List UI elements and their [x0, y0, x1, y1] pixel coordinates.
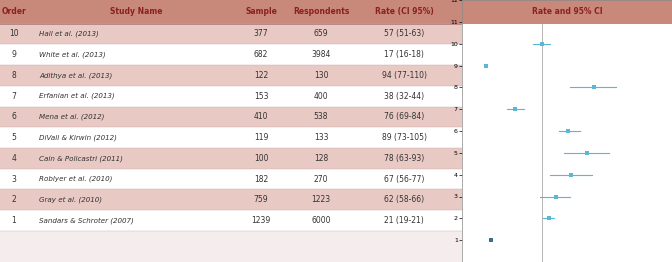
Text: 270: 270: [314, 174, 329, 184]
Point: [480, 63, 491, 68]
Bar: [0, 127, 462, 148]
Text: 3: 3: [11, 174, 16, 184]
Text: 682: 682: [254, 50, 268, 59]
Text: 5: 5: [11, 133, 16, 142]
Text: 130: 130: [314, 71, 329, 80]
Text: Study Name: Study Name: [110, 7, 163, 16]
Bar: [0, 44, 462, 65]
Text: 76 (69-84): 76 (69-84): [384, 112, 425, 121]
Text: Rate and 95% CI: Rate and 95% CI: [532, 7, 602, 16]
Text: 659: 659: [314, 29, 329, 39]
Text: 759: 759: [254, 195, 268, 204]
Text: Mena et al. (2012): Mena et al. (2012): [39, 113, 105, 120]
Text: White et al. (2013): White et al. (2013): [39, 51, 106, 58]
Text: 100: 100: [254, 154, 268, 163]
Bar: [0, 65, 462, 86]
Bar: [0, 169, 462, 189]
Text: 4: 4: [11, 154, 16, 163]
Point: [486, 238, 497, 242]
Text: Order: Order: [1, 7, 26, 16]
Text: 377: 377: [254, 29, 268, 39]
Text: 133: 133: [314, 133, 329, 142]
Text: 57 (51-63): 57 (51-63): [384, 29, 425, 39]
Text: Adithya et al. (2013): Adithya et al. (2013): [39, 72, 112, 79]
Text: 6: 6: [11, 112, 16, 121]
Text: 21 (19-21): 21 (19-21): [384, 216, 424, 225]
Bar: [0, 0, 462, 24]
Point: [563, 129, 574, 133]
Text: Erfanian et al. (2013): Erfanian et al. (2013): [39, 93, 115, 100]
Text: Sandars & Schroter (2007): Sandars & Schroter (2007): [39, 217, 134, 224]
Bar: [0, 86, 462, 107]
Text: 538: 538: [314, 112, 329, 121]
Point: [581, 151, 592, 155]
Text: 128: 128: [314, 154, 328, 163]
Text: Gray et al. (2010): Gray et al. (2010): [39, 196, 102, 203]
Bar: [0, 107, 462, 127]
Point: [566, 173, 577, 177]
Text: 1239: 1239: [251, 216, 271, 225]
Text: 1223: 1223: [312, 195, 331, 204]
Point: [510, 107, 521, 111]
Text: 119: 119: [254, 133, 268, 142]
Text: Rate (CI 95%): Rate (CI 95%): [375, 7, 433, 16]
Text: 17 (16-18): 17 (16-18): [384, 50, 424, 59]
Text: 62 (58-66): 62 (58-66): [384, 195, 424, 204]
Point: [544, 216, 554, 220]
Text: 9: 9: [11, 50, 16, 59]
Text: 6000: 6000: [311, 216, 331, 225]
Text: Roblyer et al. (2010): Roblyer et al. (2010): [39, 176, 113, 182]
Text: 67 (56-77): 67 (56-77): [384, 174, 425, 184]
Text: 89 (73-105): 89 (73-105): [382, 133, 427, 142]
Point: [588, 85, 599, 89]
Text: DiVall & Kirwin (2012): DiVall & Kirwin (2012): [39, 134, 117, 141]
Text: Hall et al. (2013): Hall et al. (2013): [39, 31, 99, 37]
Text: 1: 1: [11, 216, 16, 225]
Text: 2: 2: [11, 195, 16, 204]
Text: 10: 10: [9, 29, 19, 39]
Bar: [0, 210, 462, 231]
Text: 8: 8: [11, 71, 16, 80]
Bar: [0, 148, 462, 169]
Bar: [0, 189, 462, 210]
Text: 400: 400: [314, 92, 329, 101]
Text: Respondents: Respondents: [293, 7, 349, 16]
Text: 182: 182: [254, 174, 268, 184]
Text: 38 (32-44): 38 (32-44): [384, 92, 424, 101]
Text: Cain & Policastri (2011): Cain & Policastri (2011): [39, 155, 123, 162]
Text: 78 (63-93): 78 (63-93): [384, 154, 425, 163]
Text: 3984: 3984: [311, 50, 331, 59]
Bar: [462, 0, 672, 24]
Text: 153: 153: [254, 92, 268, 101]
Bar: [0, 24, 462, 44]
Text: Sample: Sample: [245, 7, 277, 16]
Text: 410: 410: [254, 112, 268, 121]
Point: [550, 194, 561, 199]
Text: 122: 122: [254, 71, 268, 80]
Text: 7: 7: [11, 92, 16, 101]
Point: [536, 42, 547, 46]
Text: 94 (77-110): 94 (77-110): [382, 71, 427, 80]
